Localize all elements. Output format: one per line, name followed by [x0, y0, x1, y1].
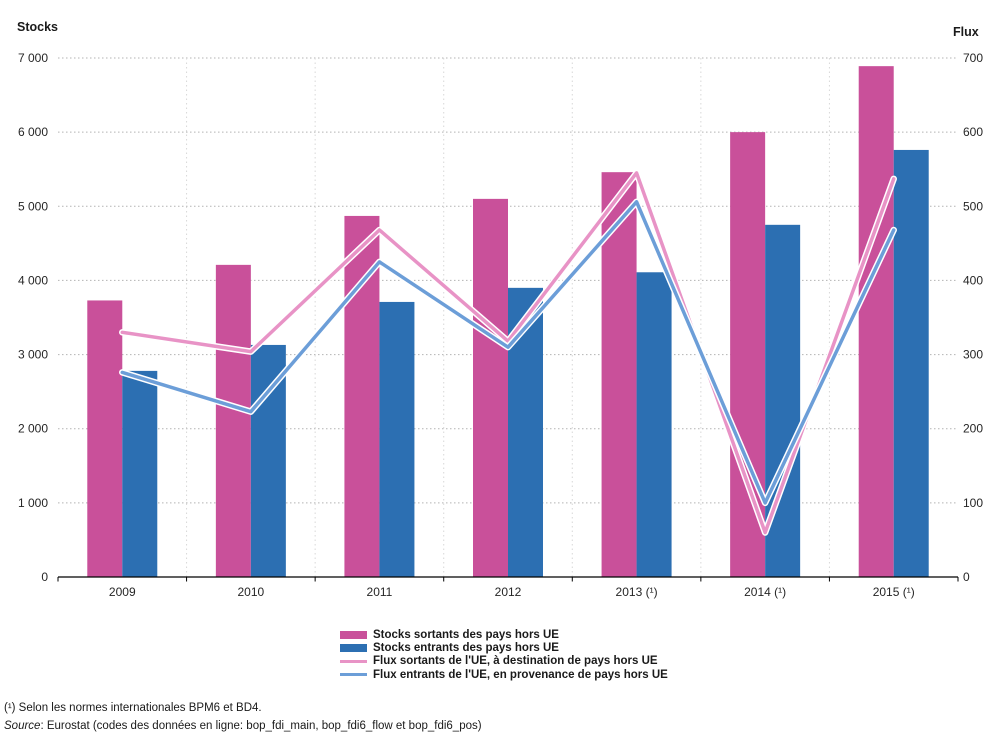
footnote-source: Source: Eurostat (codes des données en l…	[4, 717, 482, 735]
x-axis-label: 2011	[367, 585, 393, 599]
bar-stocks-sortants	[344, 215, 380, 577]
left-axis-tick-label: 6 000	[18, 125, 48, 139]
bar-stocks-entrants	[250, 344, 286, 577]
legend-swatch-stocks-entrants	[340, 644, 367, 653]
left-axis-tick-label: 1 000	[18, 496, 48, 510]
left-axis-tick-label: 2 000	[18, 422, 48, 436]
x-axis-label: 2010	[238, 585, 265, 599]
bar-stocks-sortants	[730, 132, 766, 577]
legend-label: Stocks entrants des pays hors UE	[373, 642, 559, 655]
legend-swatch-flux-entrants	[340, 673, 367, 677]
legend-item: Flux entrants de l'UE, en provenance de …	[340, 668, 668, 681]
left-axis-tick-label: 7 000	[18, 51, 48, 65]
bar-stocks-sortants	[87, 300, 123, 577]
x-axis-label: 2012	[495, 585, 522, 599]
right-axis-tick-label: 200	[963, 422, 983, 436]
x-axis-label: 2013 (¹)	[616, 585, 658, 599]
x-axis-label: 2015 (¹)	[873, 585, 915, 599]
legend-label: Flux entrants de l'UE, en provenance de …	[373, 668, 668, 681]
line-flux-entrants	[120, 200, 896, 505]
bar-stocks-sortants	[858, 66, 894, 578]
footnote-note: (¹) Selon les normes internationales BPM…	[4, 702, 262, 714]
right-axis-tick-label: 400	[963, 273, 983, 287]
legend-label: Stocks sortants des pays hors UE	[373, 628, 559, 641]
chart-legend: Stocks sortants des pays hors UE Stocks …	[340, 628, 668, 682]
source-label: Source	[4, 720, 41, 732]
right-axis-title: Flux	[953, 25, 979, 39]
right-axis-tick-label: 0	[963, 570, 970, 584]
source-text: : Eurostat (codes des données en ligne: …	[40, 720, 482, 732]
right-axis-tick-label: 300	[963, 348, 983, 362]
x-axis-label: 2009	[109, 585, 136, 599]
left-axis-title: Stocks	[17, 20, 58, 34]
right-axis-tick-label: 100	[963, 496, 983, 510]
bar-stocks-entrants	[636, 272, 672, 577]
legend-item: Stocks entrants des pays hors UE	[340, 641, 668, 654]
footnotes: (¹) Selon les normes internationales BPM…	[4, 699, 482, 735]
bar-stocks-entrants	[893, 149, 929, 578]
left-axis-tick-label: 5 000	[18, 199, 48, 213]
left-axis-tick-label: 4 000	[18, 273, 48, 287]
legend-swatch-flux-sortants	[340, 659, 367, 663]
bar-stocks-entrants	[379, 301, 415, 577]
right-axis-tick-label: 600	[963, 125, 983, 139]
bar-stocks-sortants	[473, 198, 508, 577]
right-axis-tick-label: 700	[963, 51, 983, 65]
x-axis-label: 2014 (¹)	[744, 585, 786, 599]
line-flux-sortants	[120, 171, 896, 535]
bar-stocks-entrants	[122, 370, 158, 577]
left-axis-tick-label: 0	[41, 570, 48, 584]
right-axis-tick-label: 500	[963, 199, 983, 213]
legend-swatch-stocks-sortants	[340, 630, 367, 639]
left-axis-tick-label: 3 000	[18, 348, 48, 362]
legend-item: Stocks sortants des pays hors UE	[340, 628, 668, 641]
legend-label: Flux sortants de l'UE, à destination de …	[373, 655, 658, 668]
bar-stocks-sortants	[215, 264, 251, 577]
legend-item: Flux sortants de l'UE, à destination de …	[340, 655, 668, 668]
